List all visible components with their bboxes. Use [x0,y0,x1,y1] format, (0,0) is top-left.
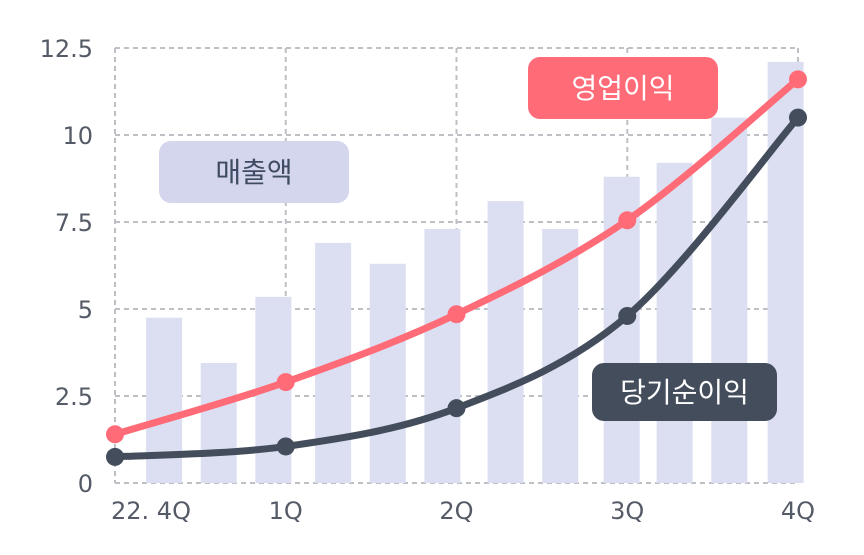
x-tick-label: 2Q [439,497,473,525]
data-point [618,211,637,230]
series-label-box [592,363,777,421]
series-label-text: 영업이익 [571,72,674,105]
x-axis-ticks: 22. 4Q 1Q 2Q 3Q 4Q [111,497,815,525]
y-tick-label: 12.5 [40,35,93,63]
series-label-box [528,57,718,119]
data-point [106,447,124,466]
y-tick-label: 7.5 [55,209,93,237]
data-point [106,425,124,444]
series-label: 매출액 [159,141,349,203]
data-point [789,70,807,89]
y-tick-label: 5 [78,296,93,324]
data-point [618,306,637,325]
series-label: 영업이익 [528,57,718,119]
bar [424,228,461,483]
series-label-box [159,141,349,203]
data-point [276,373,295,392]
data-point [789,108,807,127]
y-axis-ticks: 0 2.5 5 7.5 10 12.5 [40,35,93,498]
y-tick-label: 0 [78,470,93,498]
lines [106,70,807,466]
series-label: 당기순이익 [592,363,777,421]
bar [656,162,693,483]
series-label-text: 매출액 [215,156,292,189]
x-tick-label: 4Q [781,497,815,525]
y-tick-label: 2.5 [55,383,93,411]
data-point [447,399,466,418]
x-tick-label: 1Q [269,497,303,525]
bar [711,117,748,483]
y-tick-label: 10 [62,122,93,150]
series-line [111,114,802,461]
data-point [276,437,295,456]
x-tick-label: 22. 4Q [111,497,191,525]
series-label-text: 당기순이익 [620,376,749,409]
bar [200,362,237,483]
bar [369,263,406,483]
bar [487,201,524,483]
data-point [447,305,466,324]
x-tick-label: 3Q [610,497,644,525]
